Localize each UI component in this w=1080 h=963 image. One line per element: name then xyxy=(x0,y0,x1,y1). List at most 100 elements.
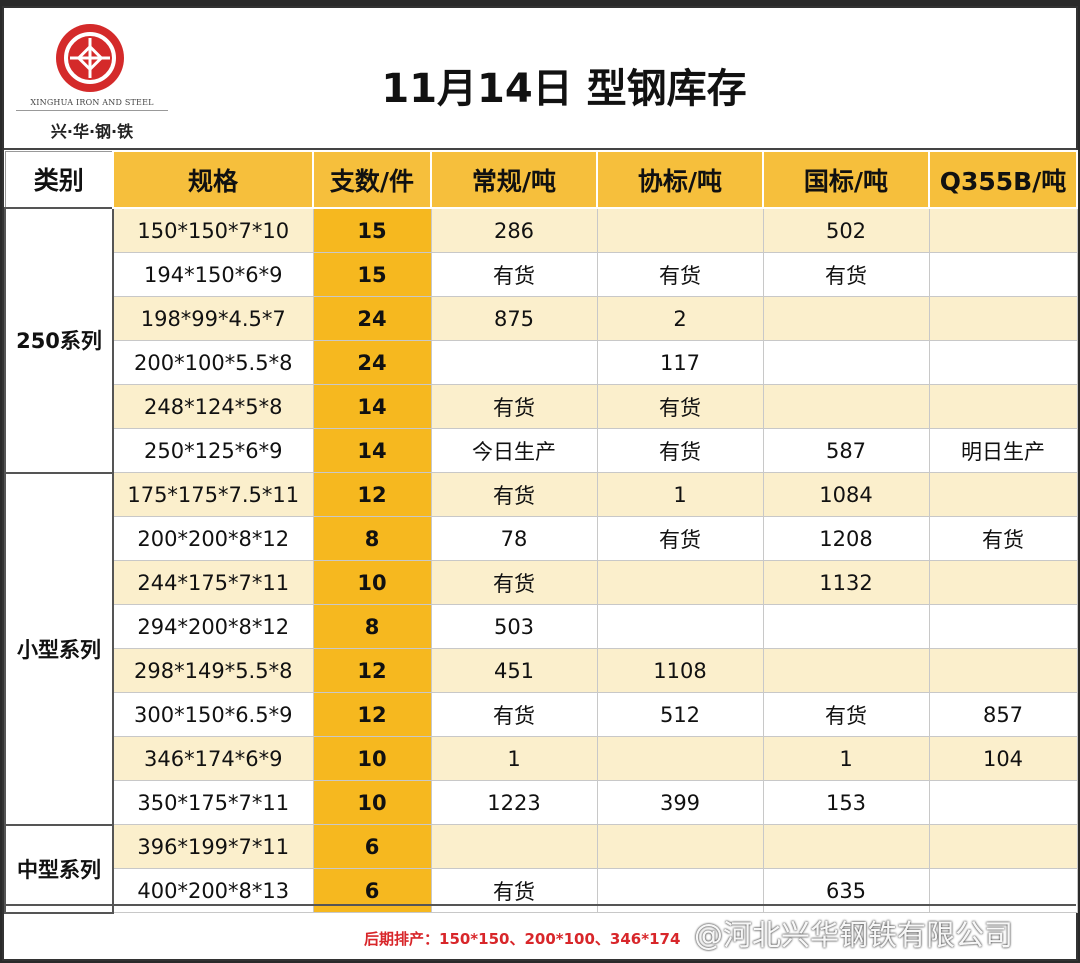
header: XINGHUA IRON AND STEEL 兴·华·钢·铁 11月14日 型钢… xyxy=(4,8,1076,150)
table-row: 248*124*5*8 14 有货 有货 xyxy=(5,384,1078,429)
q355b-cell xyxy=(928,648,1078,693)
table-row: 200*200*8*12 8 78 有货 1208 有货 xyxy=(5,516,1078,561)
qty-cell: 14 xyxy=(312,428,432,473)
regular-cell: 286 xyxy=(430,207,598,253)
table-row: 244*175*7*11 10 有货 1132 xyxy=(5,560,1078,605)
spec-cell: 298*149*5.5*8 xyxy=(112,648,314,693)
national-cell xyxy=(762,384,930,429)
schedule-note: 后期排产：150*150、200*100、346*174 xyxy=(364,930,681,948)
qty-cell: 10 xyxy=(312,560,432,605)
spec-cell: 294*200*8*12 xyxy=(112,604,314,649)
header-qty: 支数/件 xyxy=(312,150,432,209)
national-cell: 有货 xyxy=(762,252,930,297)
q355b-cell: 有货 xyxy=(928,516,1078,561)
assoc-cell: 2 xyxy=(596,296,764,341)
company-logo: XINGHUA IRON AND STEEL 兴·华·钢·铁 xyxy=(12,16,172,141)
qty-cell: 12 xyxy=(312,648,432,693)
header-spec: 规格 xyxy=(112,150,314,209)
header-regular: 常规/吨 xyxy=(430,150,598,209)
national-cell: 有货 xyxy=(762,692,930,737)
qty-cell: 8 xyxy=(312,604,432,649)
inventory-table: 类别 规格 支数/件 常规/吨 协标/吨 国标/吨 Q355B/吨 250系列 1… xyxy=(4,150,1078,914)
regular-cell: 有货 xyxy=(430,252,598,297)
qty-cell: 24 xyxy=(312,340,432,385)
assoc-cell: 有货 xyxy=(596,252,764,297)
table-body: 250系列 150*150*7*10 15 286 502 194*150*6*9 15 有货… xyxy=(4,207,1078,914)
category-cell: 250系列 xyxy=(4,207,114,474)
assoc-cell: 1108 xyxy=(596,648,764,693)
national-cell: 587 xyxy=(762,428,930,473)
table-row: 250*125*6*9 14 今日生产 有货 587 明日生产 xyxy=(5,428,1078,473)
assoc-cell: 有货 xyxy=(596,516,764,561)
logo-chinese-name: 兴·华·钢·铁 xyxy=(50,122,134,141)
regular-cell: 875 xyxy=(430,296,598,341)
assoc-cell: 512 xyxy=(596,692,764,737)
table-row: 350*175*7*11 10 1223 399 153 xyxy=(5,780,1078,825)
assoc-cell xyxy=(596,207,764,253)
footer: 后期排产：150*150、200*100、346*174 @河北兴华钢铁有限公司 xyxy=(4,904,1076,961)
table-row: 中型系列 396*199*7*11 6 xyxy=(4,823,1078,914)
regular-cell xyxy=(430,340,598,385)
q355b-cell xyxy=(928,252,1078,297)
national-cell: 1084 xyxy=(762,472,930,517)
national-cell xyxy=(762,648,930,693)
spec-cell: 346*174*6*9 xyxy=(112,736,314,781)
regular-cell: 451 xyxy=(430,648,598,693)
qty-cell: 12 xyxy=(312,472,432,517)
national-cell: 1132 xyxy=(762,560,930,605)
category-cell: 中型系列 xyxy=(4,823,114,914)
q355b-cell xyxy=(928,296,1078,341)
header-q355b: Q355B/吨 xyxy=(928,150,1078,209)
assoc-cell: 117 xyxy=(596,340,764,385)
spec-cell: 396*199*7*11 xyxy=(112,824,314,869)
qty-cell: 24 xyxy=(312,296,432,341)
logo-emblem-icon xyxy=(56,24,124,92)
qty-cell: 6 xyxy=(312,824,432,869)
regular-cell: 503 xyxy=(430,604,598,649)
header-row: 类别 规格 支数/件 常规/吨 协标/吨 国标/吨 Q355B/吨 xyxy=(4,150,1078,209)
q355b-cell xyxy=(928,824,1078,869)
national-cell: 1208 xyxy=(762,516,930,561)
national-cell xyxy=(762,824,930,869)
spec-cell: 244*175*7*11 xyxy=(112,560,314,605)
table-row: 300*150*6.5*9 12 有货 512 有货 857 xyxy=(5,692,1078,737)
spec-cell: 194*150*6*9 xyxy=(112,252,314,297)
q355b-cell xyxy=(928,472,1078,517)
qty-cell: 10 xyxy=(312,736,432,781)
header-national: 国标/吨 xyxy=(762,150,930,209)
national-cell xyxy=(762,604,930,649)
spec-cell: 250*125*6*9 xyxy=(112,428,314,473)
logo-divider xyxy=(16,110,168,111)
table-row: 294*200*8*12 8 503 xyxy=(5,604,1078,649)
regular-cell: 有货 xyxy=(430,692,598,737)
q355b-cell xyxy=(928,340,1078,385)
assoc-cell xyxy=(596,604,764,649)
q355b-cell xyxy=(928,560,1078,605)
table-row: 200*100*5.5*8 24 117 xyxy=(5,340,1078,385)
regular-cell: 1223 xyxy=(430,780,598,825)
national-cell: 502 xyxy=(762,207,930,253)
assoc-cell xyxy=(596,560,764,605)
qty-cell: 15 xyxy=(312,252,432,297)
regular-cell: 有货 xyxy=(430,560,598,605)
national-cell: 1 xyxy=(762,736,930,781)
regular-cell xyxy=(430,824,598,869)
regular-cell: 今日生产 xyxy=(430,428,598,473)
qty-cell: 8 xyxy=(312,516,432,561)
q355b-cell: 857 xyxy=(928,692,1078,737)
regular-cell: 78 xyxy=(430,516,598,561)
spec-cell: 198*99*4.5*7 xyxy=(112,296,314,341)
header-category: 类别 xyxy=(4,150,114,209)
table-row: 298*149*5.5*8 12 451 1108 xyxy=(5,648,1078,693)
assoc-cell xyxy=(596,736,764,781)
assoc-cell: 1 xyxy=(596,472,764,517)
q355b-cell xyxy=(928,780,1078,825)
regular-cell: 有货 xyxy=(430,472,598,517)
spec-cell: 150*150*7*10 xyxy=(112,207,314,253)
header-assoc: 协标/吨 xyxy=(596,150,764,209)
regular-cell: 有货 xyxy=(430,384,598,429)
page-title: 11月14日 型钢库存 xyxy=(381,66,747,112)
watermark: @河北兴华钢铁有限公司 xyxy=(694,918,1014,952)
table-row: 194*150*6*9 15 有货 有货 有货 xyxy=(5,252,1078,297)
qty-cell: 10 xyxy=(312,780,432,825)
